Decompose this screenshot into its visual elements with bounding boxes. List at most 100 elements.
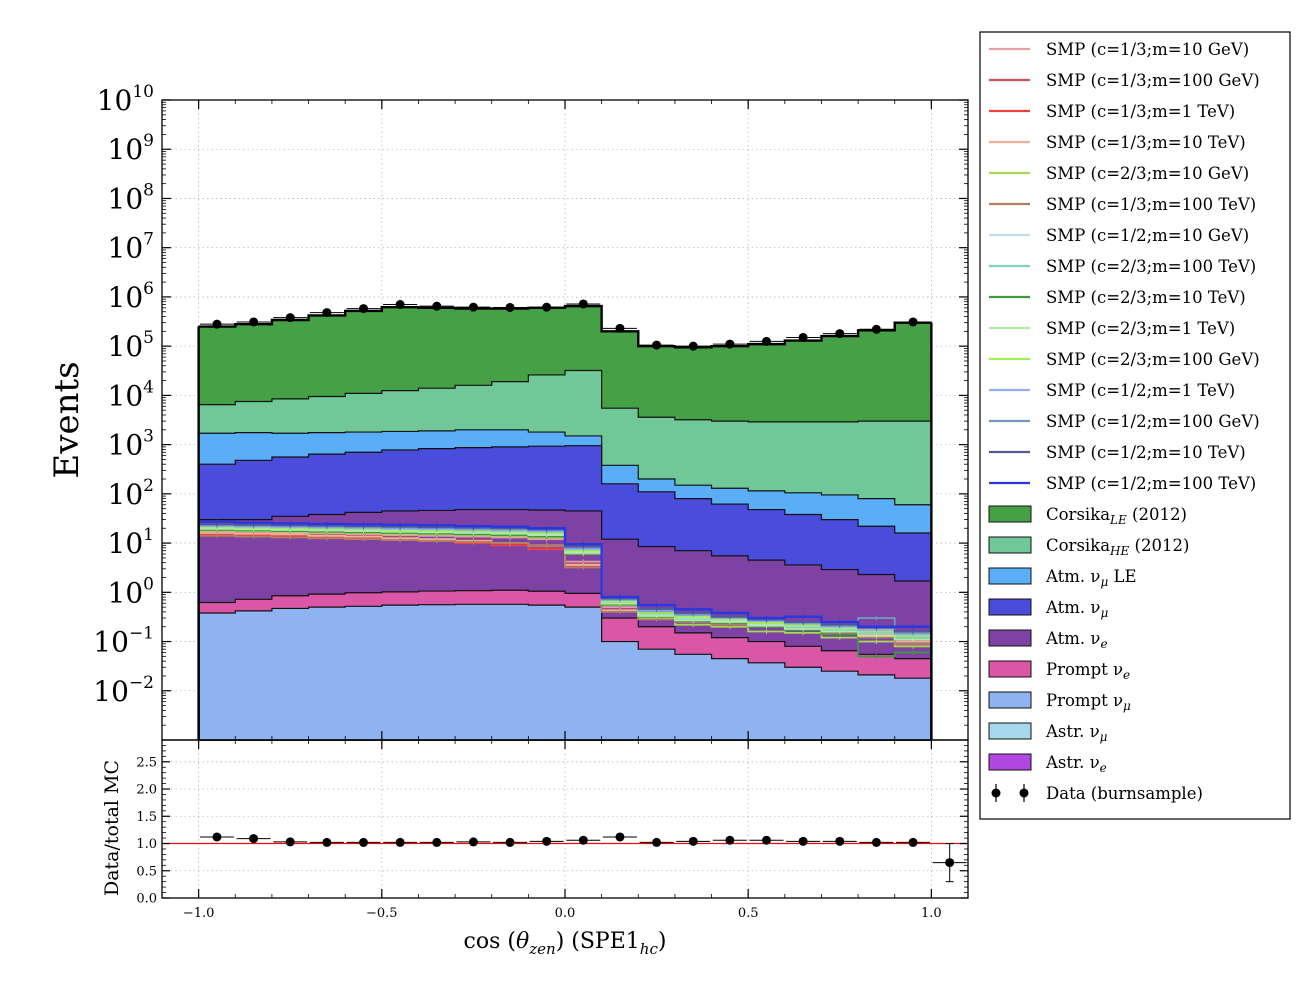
ratio-plot: 0.0 0.5 1.0 1.5 2.0 2.5 −1.0 −0.5 0.0 0.5 1.0 cos (… [136,739,969,958]
legend-item: Data (burnsample) [991,784,1203,803]
y-tick-label: 100 [108,574,154,609]
legend-label: SMP (c=1/2;m=10 GeV) [1046,226,1249,245]
legend-item: CorsikaLE (2012) [988,505,1187,527]
legend-item: SMP (c=2/3;m=10 GeV) [989,164,1249,183]
legend-label: SMP (c=1/3;m=1 TeV) [1046,102,1235,121]
y-tick-label: 108 [108,180,154,215]
ratio-point [688,836,698,846]
data-point [359,304,368,314]
legend-item: SMP (c=2/3;m=10 TeV) [989,288,1246,307]
ratio-point [652,837,662,847]
x-tick-label: −0.5 [366,906,398,921]
stack-area-prompt [198,603,932,741]
ratio-y-tick-label: 0.0 [136,892,157,907]
legend-item: SMP (c=2/3;m=100 GeV) [989,350,1260,369]
main-y-axis-label: Events [47,361,87,478]
legend-patch-swatch [988,753,1032,771]
ratio-point [578,835,588,845]
ratio-point [359,837,368,847]
y-tick-label: 102 [108,476,154,511]
data-point [615,323,625,333]
legend-patch-swatch [988,567,1032,585]
ratio-point [945,858,955,868]
data-points [199,299,931,351]
legend-item: Astr. νe [988,753,1107,775]
y-tick-label: 101 [108,525,154,560]
legend-item: SMP (c=1/3;m=100 GeV) [989,71,1260,90]
ratio-y-ticks: 0.0 0.5 1.0 1.5 2.0 2.5 [136,745,968,907]
legend-item: CorsikaHE (2012) [988,536,1189,558]
legend-item: SMP (c=2/3;m=100 TeV) [989,257,1256,276]
legend-label: SMP (c=1/3;m=10 GeV) [1046,40,1249,59]
legend-label: SMP (c=1/3;m=100 GeV) [1046,71,1260,90]
ratio-y-tick-label: 1.0 [136,837,157,852]
ratio-point [249,834,259,844]
legend-item: Atm. νμ [988,598,1108,620]
legend: SMP (c=1/3;m=10 GeV) SMP (c=1/3;m=100 GeV… [979,31,1291,820]
legend-label: SMP (c=1/2;m=10 TeV) [1046,443,1246,462]
legend-patch-swatch [988,660,1032,678]
legend-label: Atm. νμ [1045,598,1108,620]
data-point [249,317,259,327]
main-y-ticks: 1010 109 108 107 106 105 104 103 102 101 100 10−1 10… [93,82,968,726]
y-tick-label: 105 [108,328,154,363]
legend-label: Astr. νμ [1045,722,1108,744]
y-tick-label: 1010 [97,82,154,117]
y-tick-label: 107 [108,230,154,265]
legend-item: SMP (c=1/2;m=100 TeV) [989,474,1256,493]
data-point [908,317,918,327]
x-tick-label: 1.0 [921,906,942,921]
total-mc-outline [197,304,933,740]
data-point [725,339,735,349]
ratio-point [798,836,808,846]
legend-item: Astr. νμ [988,722,1108,744]
legend-label: SMP (c=2/3;m=100 GeV) [1046,350,1260,369]
data-point [468,302,478,312]
ratio-point [871,837,881,847]
data-point [505,302,515,312]
legend-label: Atm. νμ LE [1045,567,1137,589]
x-tick-label: 0.5 [738,906,759,921]
legend-label: SMP (c=1/3;m=10 TeV) [1046,133,1246,152]
ratio-point [285,837,295,847]
legend-label: SMP (c=2/3;m=10 TeV) [1046,288,1246,307]
ratio-point [908,837,918,847]
data-point [578,299,588,309]
legend-patch-swatch [988,536,1032,554]
y-tick-label: 104 [108,377,154,412]
legend-label: Data (burnsample) [1046,784,1203,803]
legend-patch-swatch [988,598,1032,616]
legend-label: CorsikaHE (2012) [1046,536,1189,558]
legend-item: Atm. νe [988,629,1108,651]
ratio-point [432,837,442,847]
ratio-point [395,837,405,847]
ratio-points [199,832,967,883]
legend-patch-swatch [988,505,1032,523]
ratio-y-axis-label: Data/total MC [101,760,123,896]
x-tick-label: 0.0 [555,906,576,921]
legend-patch-swatch [988,722,1032,740]
legend-item: Atm. νμ LE [988,567,1137,589]
legend-label: Astr. νe [1045,753,1107,775]
ratio-x-ticks: −1.0 −0.5 0.0 0.5 1.0 [183,740,942,921]
legend-patch-swatch [988,629,1032,647]
ratio-point [468,837,478,847]
ratio-point [212,832,222,842]
data-point [542,302,552,312]
legend-label: SMP (c=2/3;m=10 GeV) [1046,164,1249,183]
legend-item: SMP (c=1/2;m=10 GeV) [989,226,1249,245]
y-tick-label: 10−1 [93,624,154,659]
data-point [432,301,442,311]
legend-item: SMP (c=1/3;m=100 TeV) [989,195,1256,214]
legend-patch-swatch [988,691,1032,709]
data-point [688,341,698,351]
data-point [285,313,295,323]
legend-label: SMP (c=1/2;m=100 GeV) [1046,412,1260,431]
legend-item: SMP (c=1/2;m=100 GeV) [989,412,1260,431]
legend-label: Atm. νe [1045,629,1108,651]
legend-label: Prompt νe [1046,660,1130,682]
legend-label: SMP (c=2/3;m=100 TeV) [1046,257,1256,276]
ratio-point [725,835,735,845]
